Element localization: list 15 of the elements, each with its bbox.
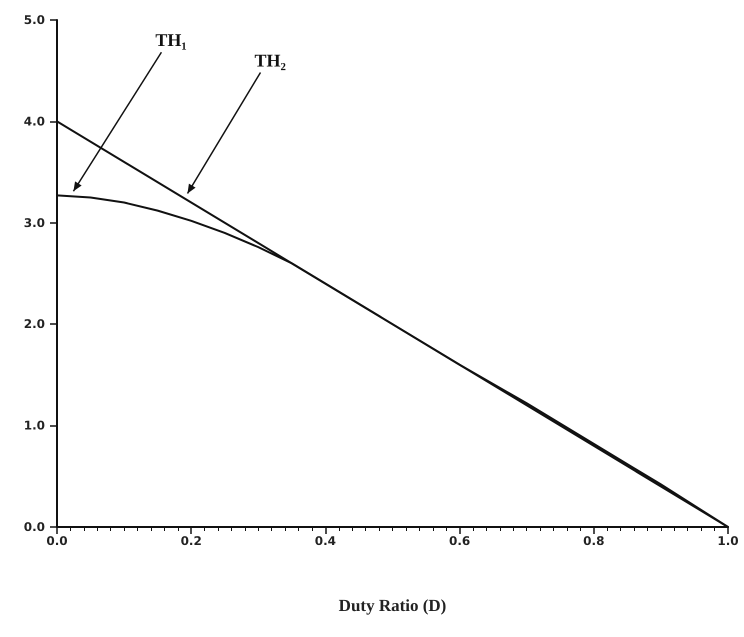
y-tick-label: 2.0 — [24, 317, 45, 332]
x-axis-title: Duty Ratio (D) — [338, 596, 446, 615]
x-tick-label: 0.6 — [448, 534, 470, 548]
y-tick-label: 1.0 — [24, 418, 45, 433]
x-tick-label: 0.4 — [314, 534, 336, 548]
y-tick-label: 0.0 — [24, 520, 45, 534]
annotation: TH₁ — [155, 30, 187, 50]
x-tick-label: 1.0 — [717, 534, 739, 548]
y-tick-label: 3.0 — [24, 216, 45, 230]
y-tick-label: 4.0 — [24, 114, 45, 128]
x-tick-label: 0.8 — [583, 534, 604, 548]
x-tick-label: 0.0 — [46, 534, 68, 548]
y-tick-label: 5.0 — [24, 13, 45, 27]
annotation: TH₂ — [254, 50, 286, 70]
x-tick-label: 0.2 — [180, 534, 202, 548]
